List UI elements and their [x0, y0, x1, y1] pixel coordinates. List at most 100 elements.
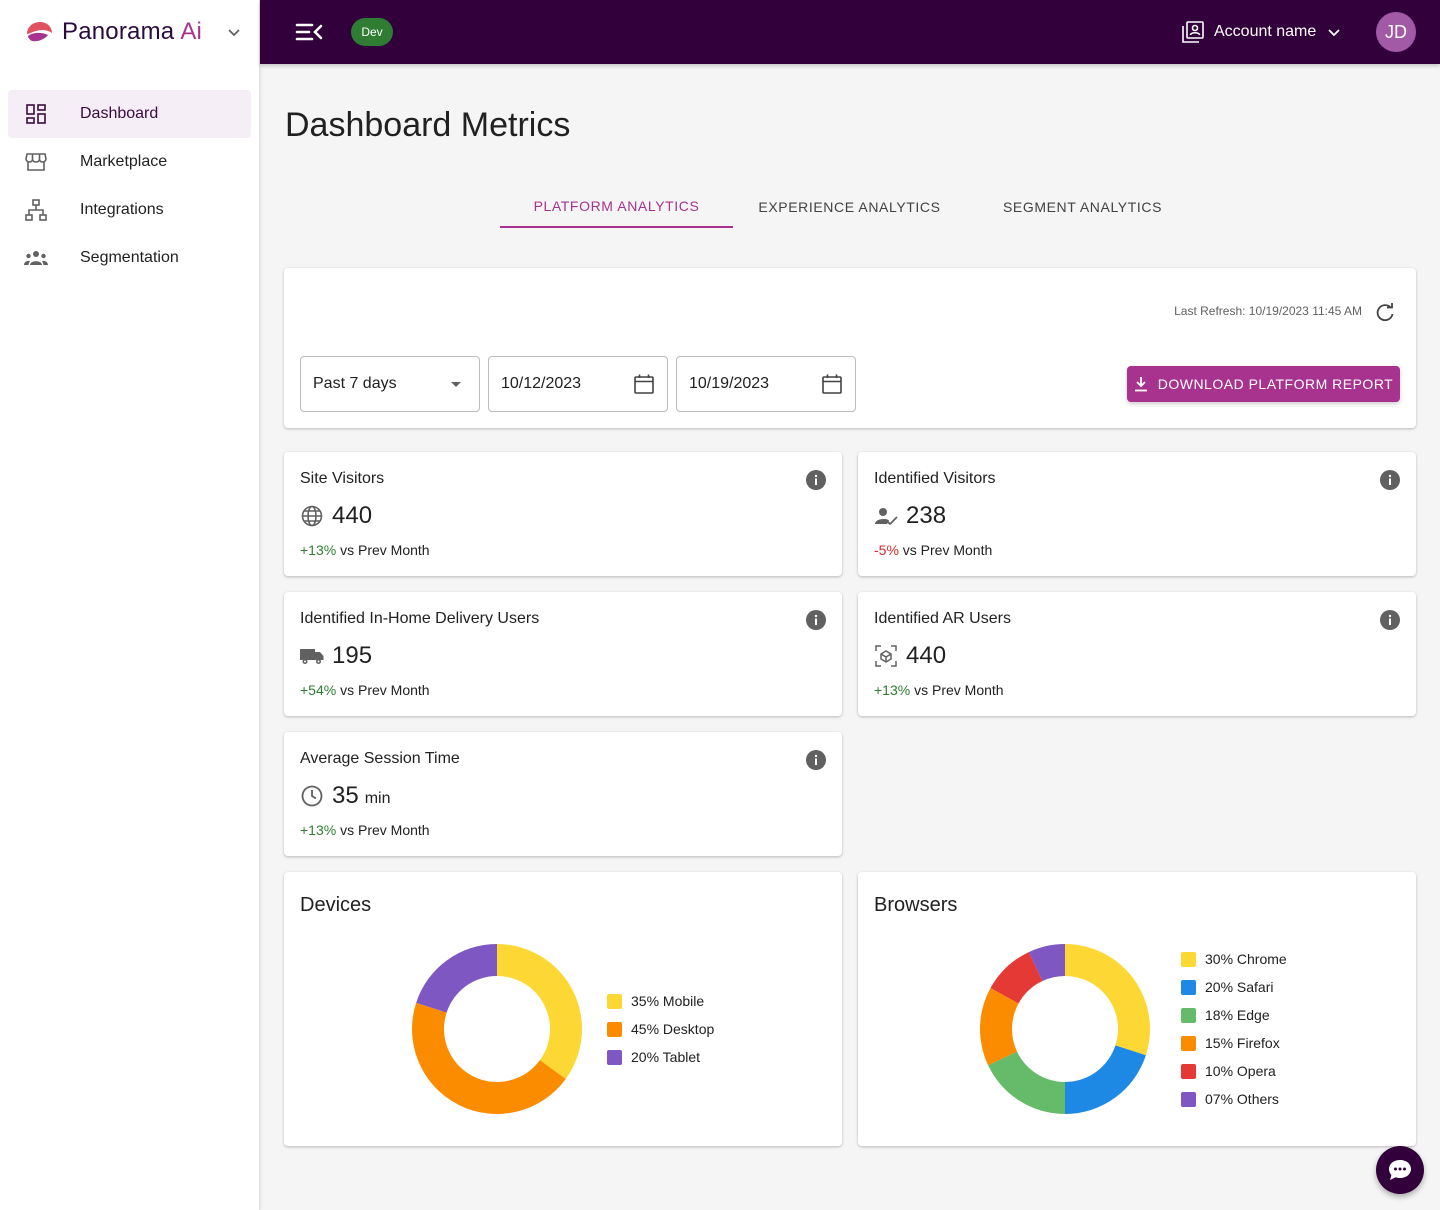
sidebar-item-label: Integrations [80, 201, 164, 218]
analytics-tabs: PLATFORM ANALYTICS EXPERIENCE ANALYTICS … [500, 186, 1199, 228]
chart-title: Devices [300, 894, 372, 916]
chevron-down-icon [1328, 29, 1340, 37]
delta-suffix: vs Prev Month [340, 682, 430, 698]
delta-suffix: vs Prev Month [340, 542, 430, 558]
legend-item-edge: 18% Edge [1181, 1001, 1287, 1029]
sidebar-nav: Dashboard Marketplace Integrations Segme… [0, 90, 259, 282]
menu-collapse-icon[interactable] [294, 18, 324, 46]
sidebar-item-label: Dashboard [80, 105, 159, 122]
refresh-icon[interactable] [1374, 302, 1396, 324]
donut-slice-tablet[interactable] [416, 944, 497, 1013]
sidebar-item-segmentation[interactable]: Segmentation [8, 234, 251, 282]
metric-card-average-session-time: Average Session Time 35 min +13% vs Prev … [284, 732, 842, 856]
donut-slice-desktop[interactable] [412, 1002, 566, 1114]
metric-card-identified-visitors: Identified Visitors 238 -5% vs Prev Mont… [858, 452, 1416, 576]
chat-button[interactable] [1376, 1146, 1424, 1194]
legend-swatch [1181, 1091, 1196, 1107]
delta-percent: -5% [874, 542, 899, 558]
metric-delta: +13% vs Prev Month [300, 822, 430, 838]
legend-swatch [1181, 951, 1196, 967]
delta-percent: +13% [300, 822, 337, 838]
dashboard-icon [24, 102, 48, 126]
metric-card-site-visitors: Site Visitors 440 +13% vs Prev Month [284, 452, 842, 576]
metric-title: Identified AR Users [874, 610, 1011, 627]
legend-swatch [1181, 1007, 1196, 1023]
sidebar-item-label: Segmentation [80, 249, 179, 266]
ar-cube-icon [874, 644, 898, 668]
brand[interactable]: Panorama Ai [0, 0, 259, 64]
download-report-label: DOWNLOAD PLATFORM REPORT [1157, 376, 1394, 392]
calendar-icon[interactable] [633, 373, 655, 395]
devices-legend: 35% Mobile 45% Desktop 20% Tablet [607, 987, 714, 1071]
metric-title: Average Session Time [300, 750, 460, 767]
globe-icon [300, 504, 324, 528]
chevron-down-icon[interactable] [226, 24, 242, 40]
truck-icon [300, 644, 324, 668]
legend-item-safari: 20% Safari [1181, 973, 1287, 1001]
start-date-value: 10/12/2023 [501, 375, 582, 392]
page-title: Dashboard Metrics [285, 106, 571, 144]
tab-platform-analytics[interactable]: PLATFORM ANALYTICS [500, 186, 733, 228]
delta-percent: +54% [300, 682, 337, 698]
browsers-donut-chart [980, 944, 1150, 1114]
devices-donut-chart [412, 944, 582, 1114]
legend-swatch [607, 1049, 622, 1065]
end-date-value: 10/19/2023 [689, 375, 770, 392]
donut-slice-firefox[interactable] [980, 988, 1019, 1066]
legend-label: 20% Tablet [631, 1049, 701, 1065]
last-refresh-text: Last Refresh: 10/19/2023 11:45 AM [1174, 304, 1362, 318]
devices-chart-card: Devices 35% Mobile 45% Desktop 20% Tablet [284, 872, 842, 1146]
legend-label: 35% Mobile [631, 993, 705, 1009]
browsers-legend: 30% Chrome 20% Safari 18% Edge 15% Firefox 1… [1181, 945, 1287, 1113]
delta-suffix: vs Prev Month [902, 542, 993, 558]
date-range-select[interactable]: Past 7 days [300, 356, 480, 412]
metric-value: 35 min [332, 782, 391, 809]
legend-item-others: 07% Others [1181, 1085, 1287, 1113]
download-icon [1134, 377, 1147, 392]
metric-delta: +13% vs Prev Month [300, 542, 430, 558]
sidebar-item-marketplace[interactable]: Marketplace [8, 138, 251, 186]
start-date-field[interactable]: 10/12/2023 [488, 356, 668, 412]
donut-slice-others[interactable] [1028, 944, 1065, 982]
brand-suffix: Ai [180, 18, 203, 45]
download-report-button[interactable]: DOWNLOAD PLATFORM REPORT [1127, 366, 1400, 402]
end-date-field[interactable]: 10/19/2023 [676, 356, 856, 412]
legend-item-tablet: 20% Tablet [607, 1043, 714, 1071]
metric-value: 238 [906, 502, 947, 529]
donut-slice-safari[interactable] [1065, 1045, 1146, 1114]
legend-label: 20% Safari [1205, 979, 1274, 995]
info-icon[interactable] [806, 750, 826, 770]
account-box-icon [1182, 21, 1204, 43]
delta-suffix: vs Prev Month [914, 682, 1004, 698]
environment-badge: Dev [351, 18, 393, 46]
donut-slice-mobile[interactable] [497, 944, 582, 1079]
top-bar: Dev Account name JD [260, 0, 1440, 64]
sidebar-item-dashboard[interactable]: Dashboard [8, 90, 251, 138]
person-check-icon [874, 504, 898, 528]
tab-segment-analytics[interactable]: SEGMENT ANALYTICS [1002, 199, 1163, 215]
donut-slice-edge[interactable] [988, 1051, 1065, 1114]
donut-slice-opera[interactable] [990, 952, 1043, 1004]
info-icon[interactable] [1380, 470, 1400, 490]
info-icon[interactable] [806, 470, 826, 490]
chart-title: Browsers [874, 894, 958, 916]
metric-delta: -5% vs Prev Month [874, 542, 992, 558]
calendar-icon[interactable] [821, 373, 843, 395]
tab-experience-analytics[interactable]: EXPERIENCE ANALYTICS [758, 199, 941, 215]
info-icon[interactable] [806, 610, 826, 630]
metric-title: Site Visitors [300, 470, 385, 487]
metric-card-ar-users: Identified AR Users 440 +13% vs Prev Mon… [858, 592, 1416, 716]
avatar[interactable]: JD [1376, 12, 1416, 52]
legend-label: 18% Edge [1205, 1007, 1270, 1023]
legend-swatch [1181, 979, 1196, 995]
account-selector[interactable]: Account name [1182, 16, 1342, 48]
legend-item-mobile: 35% Mobile [607, 987, 714, 1015]
caret-down-icon [451, 382, 461, 387]
info-icon[interactable] [1380, 610, 1400, 630]
delta-percent: +13% [874, 682, 911, 698]
sidebar-item-integrations[interactable]: Integrations [8, 186, 251, 234]
filter-card: Last Refresh: 10/19/2023 11:45 AM Past 7… [284, 268, 1416, 428]
donut-slice-chrome[interactable] [1065, 944, 1150, 1056]
legend-item-firefox: 15% Firefox [1181, 1029, 1287, 1057]
groups-icon [24, 246, 48, 270]
